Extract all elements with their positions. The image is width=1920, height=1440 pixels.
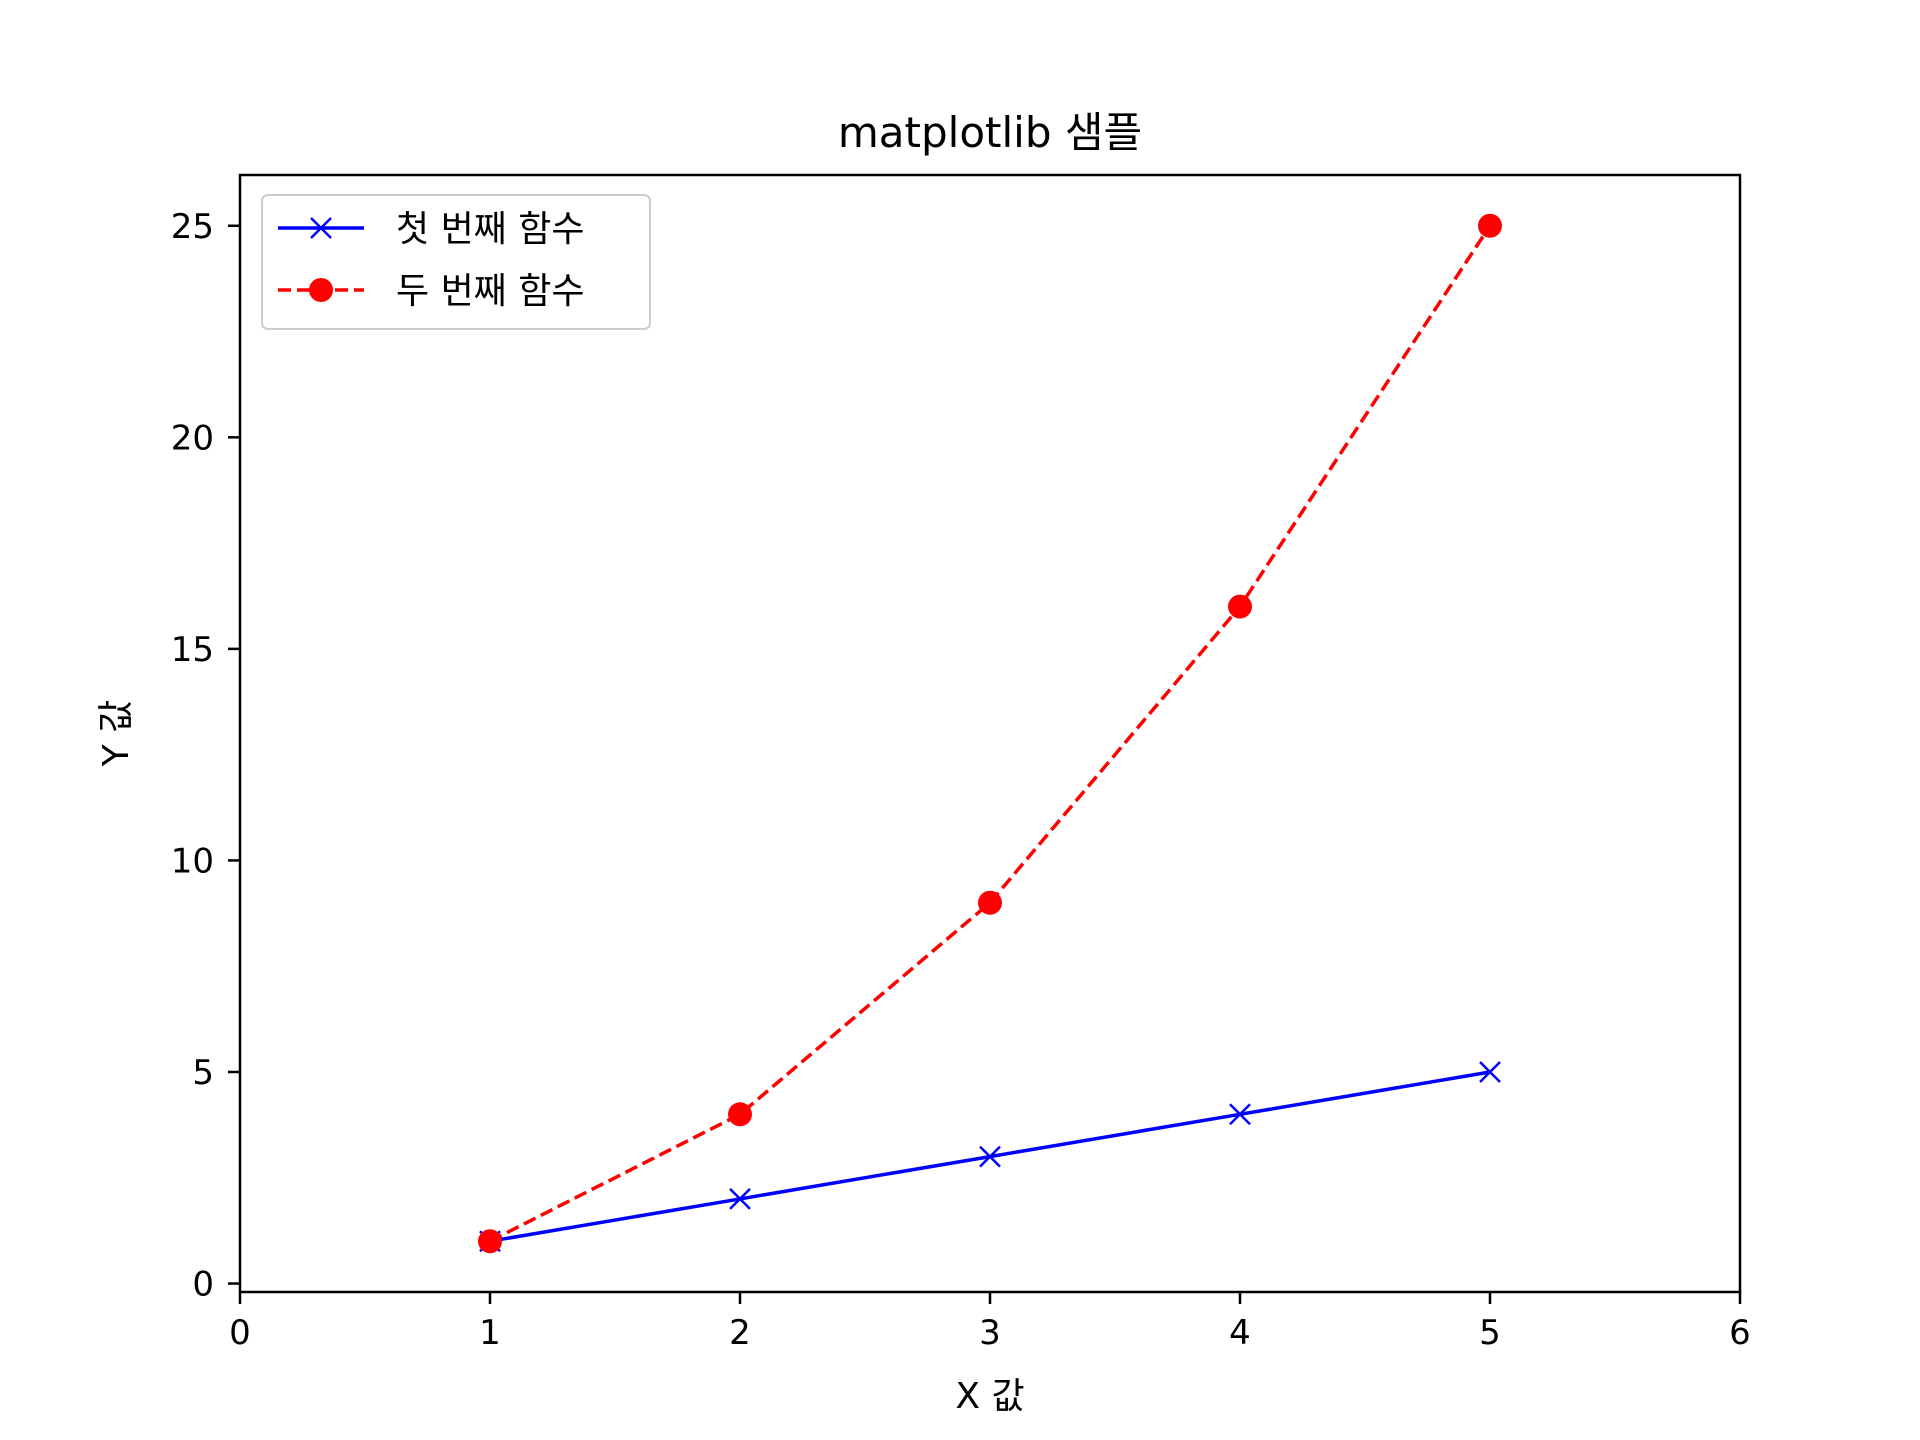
x-tick-label: 1 (479, 1313, 501, 1353)
series-line (489, 224, 1492, 1243)
y-axis-label: Y 값 (96, 700, 137, 768)
data-point (1228, 594, 1252, 619)
chart-title: matplotlib 샘플 (838, 108, 1142, 157)
legend-marker (310, 217, 332, 239)
x-tick-label: 5 (1479, 1313, 1501, 1353)
data-point (1479, 1061, 1501, 1083)
x-tick-label: 0 (229, 1313, 251, 1353)
x-tick-label: 6 (1729, 1313, 1751, 1353)
series-2 (478, 213, 1502, 1254)
y-tick-label: 10 (171, 841, 214, 881)
plot-area (478, 213, 1502, 1254)
y-tick-label: 5 (192, 1053, 214, 1093)
data-point (478, 1229, 502, 1254)
data-point (1229, 1103, 1251, 1126)
legend-label: 첫 번째 함수 (396, 209, 585, 250)
data-point (728, 1102, 752, 1127)
data-point (978, 890, 1002, 915)
legend-marker (309, 278, 333, 302)
x-tick-label: 2 (729, 1313, 751, 1353)
legend-item: 두 번째 함수 (278, 271, 585, 312)
legend: 첫 번째 함수두 번째 함수 (261, 194, 651, 330)
y-tick-label: 0 (192, 1265, 214, 1305)
data-point (979, 1145, 1001, 1168)
legend-item: 첫 번째 함수 (278, 209, 585, 250)
x-tick-label: 4 (1229, 1313, 1251, 1353)
y-tick-label: 20 (171, 418, 214, 458)
x-tick-label: 3 (979, 1313, 1001, 1353)
axis-ticks: 0 1 2 3 4 5 6 0 5 10 15 20 25 (171, 207, 1751, 1353)
legend-label: 두 번째 함수 (396, 271, 585, 312)
data-point (729, 1188, 751, 1210)
x-axis-label: X 값 (955, 1376, 1024, 1417)
y-tick-label: 15 (171, 630, 214, 670)
y-tick-label: 25 (171, 207, 214, 247)
data-point (1478, 213, 1502, 238)
